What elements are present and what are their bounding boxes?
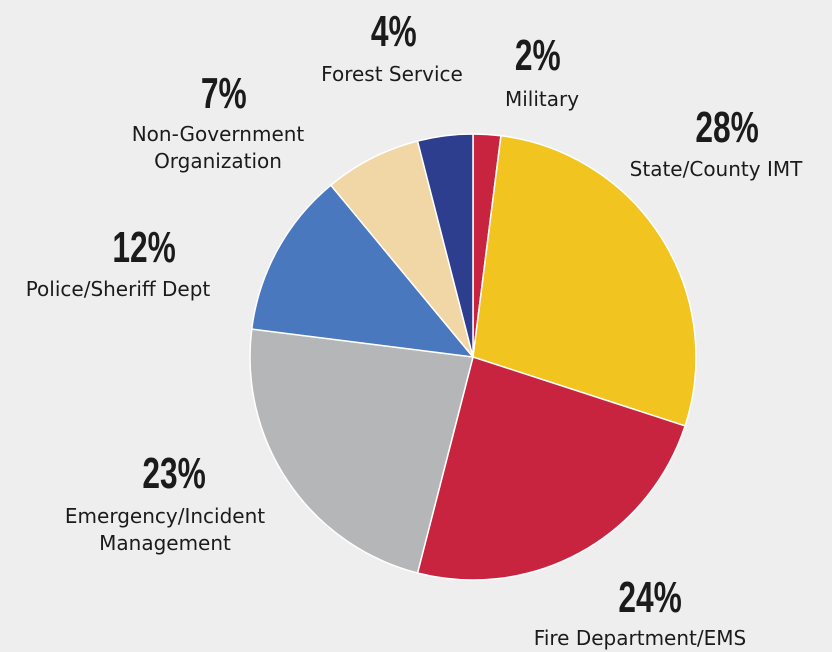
- slice-value-non-government-organization: 7%: [200, 69, 247, 118]
- slice-label-military: Military: [504, 87, 580, 111]
- slice-value-forest-service: 4%: [370, 7, 417, 56]
- slice-label-fire-department-ems: Fire Department/EMS: [533, 626, 747, 650]
- slice-label-police-sheriff-dept: Police/Sheriff Dept: [25, 277, 211, 301]
- slice-value-fire-department-ems: 24%: [618, 573, 682, 622]
- pie-slice-forest-service: [416, 133, 474, 358]
- pie-slice-police-sheriff-dept: [250, 184, 475, 358]
- slice-label-state-county-imt: State/County IMT: [629, 157, 803, 181]
- pie-slice-state-county-imt: [472, 134, 697, 427]
- slice-value-military: 2%: [514, 31, 561, 80]
- slice-value-state-county-imt: 28%: [695, 103, 759, 152]
- pie-slice-fire-department-ems: [416, 356, 687, 581]
- slice-value-police-sheriff-dept: 12%: [112, 223, 176, 272]
- slice-value-emergency-incident-management: 23%: [142, 449, 206, 498]
- slice-label-non-government-organization: Non-Government Organization: [131, 122, 305, 173]
- pie-slice-emergency-incident-management: [249, 328, 474, 574]
- slice-label-emergency-incident-management: Emergency/Incident Management: [64, 504, 266, 555]
- slice-label-forest-service: Forest Service: [321, 62, 463, 86]
